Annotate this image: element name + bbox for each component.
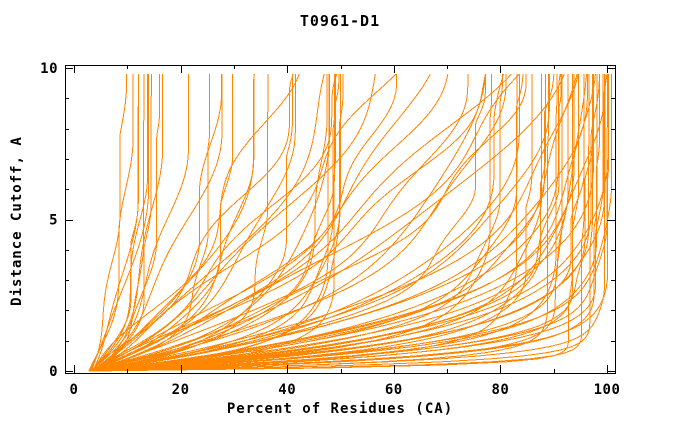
model-curve bbox=[91, 74, 558, 372]
model-curve bbox=[89, 73, 338, 372]
model-curve bbox=[90, 74, 608, 372]
model-curve bbox=[89, 74, 234, 372]
y-tick-label: 0 bbox=[49, 364, 58, 380]
plot-title: T0961-D1 bbox=[299, 12, 381, 30]
model-curve bbox=[92, 74, 600, 372]
model-curve bbox=[91, 74, 486, 372]
model-curve bbox=[89, 74, 594, 372]
x-tick-label: 80 bbox=[491, 382, 509, 398]
x-tick-label: 0 bbox=[70, 382, 79, 398]
model-curve bbox=[90, 74, 587, 372]
model-curve bbox=[91, 74, 152, 372]
model-curve bbox=[89, 74, 563, 372]
x-axis-label: Percent of Residues (CA) bbox=[226, 401, 454, 417]
model-curve bbox=[89, 73, 325, 372]
model-curve bbox=[92, 74, 520, 372]
model-curve bbox=[89, 74, 145, 372]
model-curve bbox=[90, 73, 486, 372]
model-curve bbox=[88, 74, 134, 372]
model-curve bbox=[89, 74, 487, 372]
model-curve bbox=[90, 74, 127, 372]
model-curve bbox=[91, 74, 547, 372]
model-curve bbox=[90, 74, 469, 372]
x-tick-label: 40 bbox=[278, 382, 296, 398]
model-curve bbox=[92, 73, 504, 372]
model-curve bbox=[92, 74, 269, 372]
model-curve bbox=[89, 74, 255, 372]
model-curve bbox=[90, 74, 210, 372]
model-curve bbox=[91, 74, 606, 372]
model-curve bbox=[91, 73, 512, 372]
model-curve bbox=[89, 74, 150, 372]
model-curve bbox=[90, 73, 294, 372]
model-curve bbox=[91, 73, 397, 372]
model-curve bbox=[93, 74, 549, 372]
model-curve bbox=[89, 73, 578, 372]
x-tick-label: 100 bbox=[594, 382, 621, 398]
model-curve bbox=[92, 74, 590, 372]
model-curve bbox=[93, 74, 492, 372]
model-curve bbox=[90, 74, 161, 372]
model-curve bbox=[93, 74, 507, 372]
model-curve bbox=[90, 74, 223, 372]
y-tick-label: 5 bbox=[49, 213, 58, 229]
model-curve bbox=[90, 74, 527, 372]
model-curve bbox=[92, 73, 300, 372]
model-curve bbox=[91, 74, 341, 372]
model-curve bbox=[91, 74, 503, 372]
model-curve bbox=[91, 74, 293, 372]
model-curve bbox=[89, 74, 600, 372]
x-tick-label: 20 bbox=[172, 382, 190, 398]
model-curve bbox=[89, 74, 330, 372]
model-curve bbox=[89, 74, 189, 372]
model-curve bbox=[91, 74, 328, 372]
model-curve bbox=[93, 74, 580, 372]
model-curve bbox=[89, 74, 164, 372]
model-curve bbox=[89, 74, 296, 372]
y-tick-label: 10 bbox=[40, 61, 58, 77]
model-curve bbox=[91, 73, 520, 372]
model-curve bbox=[92, 74, 337, 372]
plot-border bbox=[65, 65, 616, 374]
model-curve bbox=[89, 73, 565, 372]
model-curve bbox=[89, 74, 376, 372]
model-curve bbox=[91, 74, 585, 372]
model-curve bbox=[89, 74, 533, 372]
model-curve bbox=[89, 74, 518, 372]
model-curve bbox=[92, 74, 606, 372]
model-curve bbox=[89, 74, 573, 372]
model-curve bbox=[90, 74, 336, 372]
x-tick-label: 60 bbox=[385, 382, 403, 398]
model-curve bbox=[92, 74, 562, 372]
model-curve bbox=[90, 74, 543, 372]
model-curve bbox=[91, 74, 222, 372]
model-curve bbox=[90, 74, 569, 372]
model-curve bbox=[91, 74, 398, 372]
model-curve bbox=[90, 74, 139, 372]
